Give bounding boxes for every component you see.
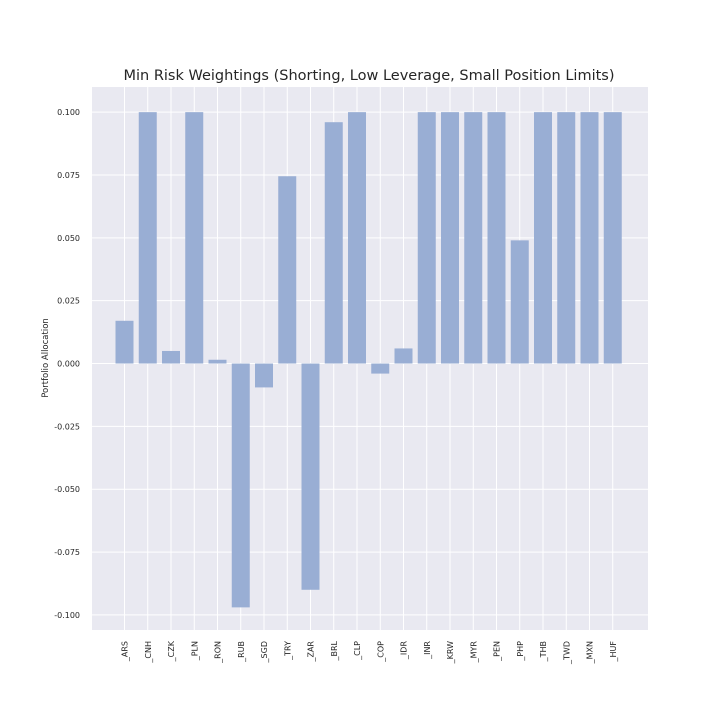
y-tick-label: 0.025 — [57, 297, 80, 306]
bar-php — [510, 240, 529, 364]
y-tick-labels: -0.100 -0.075 -0.050 -0.025 0.000 0.025 0.050 0… — [54, 108, 80, 620]
bar-mxn — [580, 112, 599, 364]
bar-clp — [348, 112, 366, 364]
bar-pln — [185, 112, 204, 364]
x-tick-label: _PHP — [516, 641, 525, 662]
bar-myr — [464, 112, 483, 364]
x-tick-label: _BRL — [330, 640, 339, 661]
bar-try — [278, 176, 297, 364]
bar-krw — [441, 112, 459, 364]
bar-twd — [557, 112, 576, 364]
y-tick-label: -0.100 — [54, 611, 80, 620]
x-tick-label: _PEN — [493, 641, 502, 662]
x-tick-label: _THB — [539, 641, 548, 662]
y-tick-label: -0.025 — [54, 422, 80, 431]
x-tick-label: _ZAR — [307, 641, 316, 663]
bar-rub — [231, 363, 250, 608]
x-tick-label: _RON — [214, 641, 223, 664]
bar-idr — [394, 348, 413, 364]
x-tick-label: _CZK — [167, 640, 176, 662]
x-tick-label: _TRY — [283, 641, 292, 661]
x-tick-label: _COP — [376, 641, 385, 663]
bar-cnh — [138, 112, 157, 364]
x-tick-label: _RUB — [237, 641, 246, 663]
bar-sgd — [255, 363, 273, 388]
x-tick-label: _IDR — [400, 641, 409, 661]
bar-ars — [115, 320, 134, 364]
x-tick-label: _KRW — [446, 641, 455, 664]
y-tick-label: -0.075 — [54, 548, 80, 557]
y-tick-label: 0.050 — [57, 234, 80, 243]
x-tick-label: _HUF — [609, 641, 618, 663]
bar-cop — [371, 363, 390, 374]
y-tick-label: 0.100 — [57, 108, 80, 117]
y-tick-label: 0.000 — [57, 360, 80, 369]
bar-czk — [162, 350, 180, 364]
x-tick-label: _MYR — [469, 641, 478, 664]
bar-ron — [208, 359, 227, 364]
bar-thb — [534, 112, 552, 364]
bar-brl — [324, 122, 343, 364]
x-tick-label: _CNH — [144, 641, 153, 664]
x-tick-label: _ARS — [121, 641, 130, 662]
plot-background — [92, 87, 648, 630]
y-tick-label: -0.050 — [54, 485, 80, 494]
x-tick-label: _CLP — [353, 641, 362, 661]
x-tick-label: _TWD — [562, 641, 571, 665]
bar-zar — [301, 363, 320, 590]
bar-pen — [487, 112, 506, 364]
bar-inr — [417, 112, 436, 364]
x-tick-label: _INR — [423, 641, 432, 660]
bars — [115, 112, 622, 608]
x-tick-label: _MXN — [586, 641, 595, 664]
y-tick-label: 0.075 — [57, 171, 80, 180]
x-tick-labels: _ARS _CNH _CZK _PLN _RON _RUB _SGD _TRY _ZAR _BRL… — [121, 640, 618, 665]
bar-huf — [603, 112, 622, 364]
x-tick-label: _SGD — [260, 641, 269, 663]
chart-title: Min Risk Weightings (Shorting, Low Lever… — [123, 68, 614, 84]
x-tick-label: _PLN — [190, 641, 199, 661]
y-axis-label: Portfolio Allocation — [41, 318, 51, 398]
